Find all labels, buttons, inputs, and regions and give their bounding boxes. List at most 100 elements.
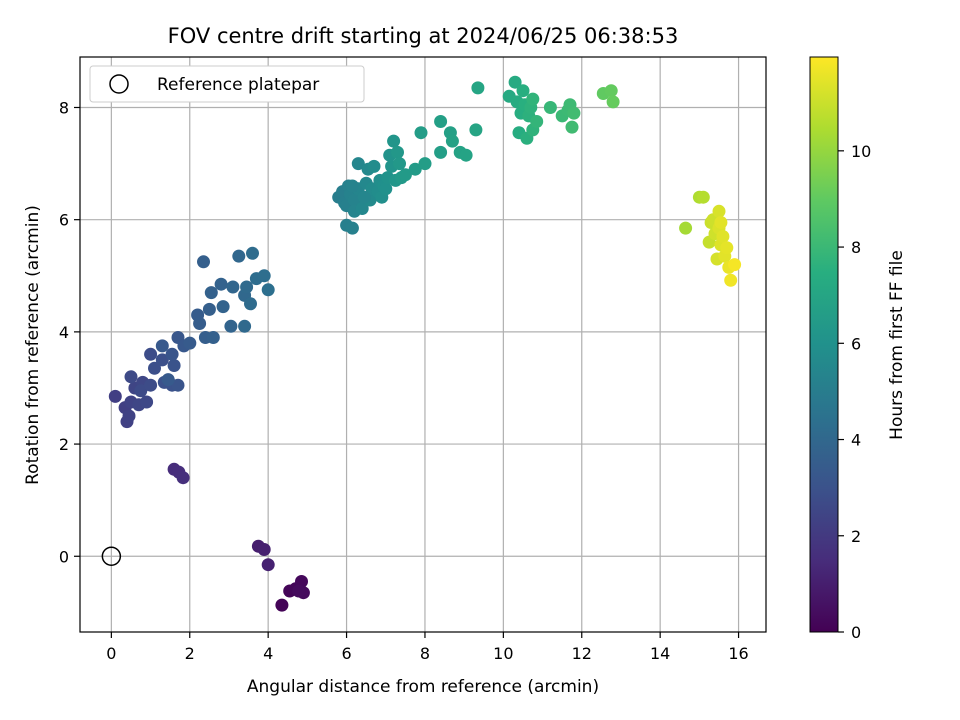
data-point [232, 249, 246, 263]
data-point [124, 370, 138, 384]
data-point [148, 361, 161, 375]
colorbar-tick-label: 4 [851, 431, 861, 450]
data-point [165, 347, 179, 361]
colorbar [809, 56, 839, 633]
data-point [140, 395, 154, 409]
data-point [122, 409, 136, 423]
y-axis-label: Rotation from reference (arcmin) [23, 205, 43, 485]
data-point [469, 123, 483, 137]
colorbar-tick-label: 2 [851, 527, 861, 546]
data-point [144, 378, 158, 392]
data-point [516, 84, 530, 98]
data-point [471, 81, 485, 95]
x-tick-label: 0 [106, 644, 116, 663]
data-point [134, 384, 148, 398]
data-point [355, 202, 369, 215]
reference-platepar-marker [101, 546, 122, 567]
data-point [240, 280, 254, 294]
data-point [257, 269, 271, 283]
data-point [720, 241, 734, 255]
chart-title: FOV centre drift starting at 2024/06/25 … [168, 24, 679, 48]
data-point [724, 273, 738, 287]
data-point [171, 378, 185, 392]
data-point [679, 221, 693, 235]
data-point [565, 120, 579, 134]
colorbar-tick-label: 8 [851, 238, 861, 257]
data-point [161, 373, 175, 387]
data-point [204, 286, 218, 300]
data-point [398, 168, 412, 182]
data-point [155, 339, 169, 353]
data-point [530, 115, 544, 128]
colorbar-tick-label: 0 [851, 623, 861, 642]
data-point [144, 347, 158, 361]
legend: Reference platepar [89, 65, 365, 103]
data-point [292, 584, 306, 598]
data-point [728, 258, 742, 272]
y-tick-label: 6 [59, 211, 69, 230]
data-point [206, 331, 220, 344]
data-point [391, 145, 404, 159]
data-point [379, 182, 393, 196]
data-point [347, 193, 361, 207]
data-point [224, 319, 238, 333]
data-point [393, 157, 406, 171]
y-tick-label: 2 [59, 435, 69, 454]
data-point [445, 134, 459, 148]
data-point [543, 101, 557, 114]
data-point [357, 190, 371, 204]
data-point [345, 179, 359, 193]
y-tick-label: 8 [59, 98, 69, 117]
data-point [244, 297, 257, 311]
data-point [345, 221, 359, 235]
data-point [696, 190, 710, 204]
data-point [197, 255, 210, 269]
data-point [459, 148, 473, 162]
data-point [414, 126, 428, 140]
grid-lines [80, 57, 766, 632]
data-point [567, 106, 581, 120]
data-point [202, 302, 216, 316]
x-axis-label: Angular distance from reference (arcmin) [247, 677, 599, 697]
data-point [275, 598, 289, 612]
data-point [351, 157, 365, 171]
data-point [167, 359, 181, 372]
y-axis-ticks: 0 2 4 6 8 [59, 98, 80, 566]
data-point [508, 75, 522, 89]
data-point [712, 204, 726, 218]
data-point [526, 92, 540, 106]
data-point [714, 216, 728, 229]
data-point [367, 159, 381, 173]
colorbar-ticks: 0 2 4 6 8 10 [838, 142, 871, 642]
x-tick-label: 12 [572, 644, 592, 663]
data-point [216, 300, 230, 314]
colorbar-label: Hours from first FF file [887, 250, 907, 440]
data-point [418, 157, 432, 171]
data-point [408, 162, 422, 176]
legend-reference-label: Reference platepar [157, 75, 319, 95]
data-point [155, 353, 169, 367]
data-point [434, 115, 448, 128]
legend-reference-marker [109, 74, 129, 94]
data-point [261, 558, 275, 572]
colorbar-tick-label: 10 [851, 142, 871, 161]
data-point [261, 283, 275, 297]
data-point [606, 95, 620, 109]
data-point [434, 145, 448, 159]
data-point [257, 543, 271, 556]
x-tick-label: 4 [263, 644, 273, 663]
x-tick-label: 2 [185, 644, 195, 663]
y-tick-label: 4 [59, 323, 69, 342]
data-point [193, 317, 207, 330]
data-point [387, 134, 401, 148]
data-point [108, 389, 122, 403]
x-tick-label: 6 [341, 644, 351, 663]
x-tick-label: 16 [728, 644, 748, 663]
x-tick-label: 10 [493, 644, 513, 663]
colorbar-tick-label: 6 [851, 334, 861, 353]
data-point [226, 280, 240, 294]
legend-box [89, 65, 365, 103]
y-tick-label: 0 [59, 547, 69, 566]
x-tick-label: 8 [420, 644, 430, 663]
